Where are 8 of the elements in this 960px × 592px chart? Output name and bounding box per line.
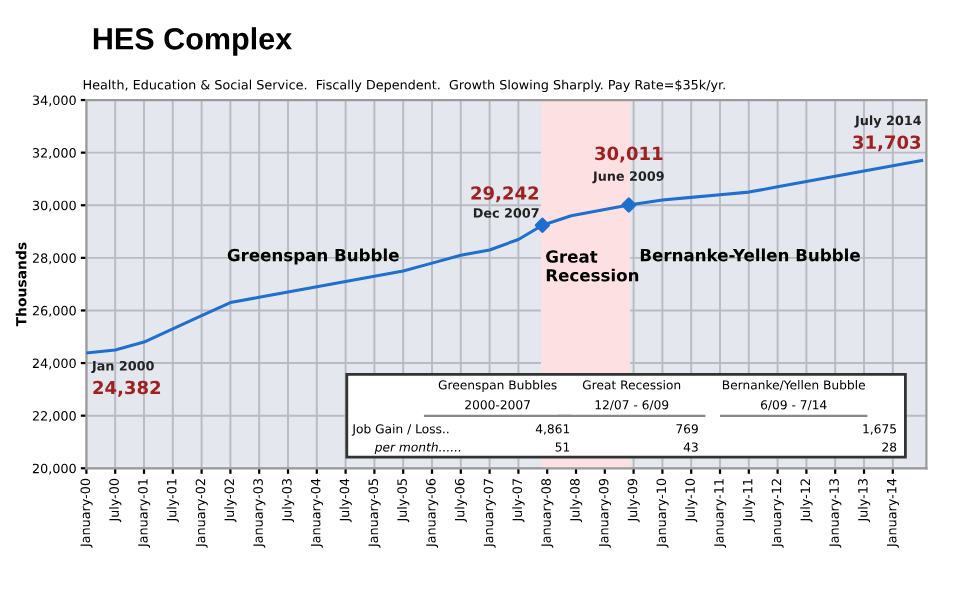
annotation: Greenspan Bubble: [227, 248, 399, 265]
annotation: Bernanke-Yellen Bubble: [640, 248, 860, 262]
annotation: 31,703: [853, 135, 921, 152]
annotation: 29,242: [471, 186, 539, 203]
band-label: Great Recession: [546, 250, 639, 282]
annotation: 30,011: [595, 146, 663, 163]
chart-title: HES Complex: [93, 27, 292, 56]
annotation: 24,382: [93, 380, 161, 397]
